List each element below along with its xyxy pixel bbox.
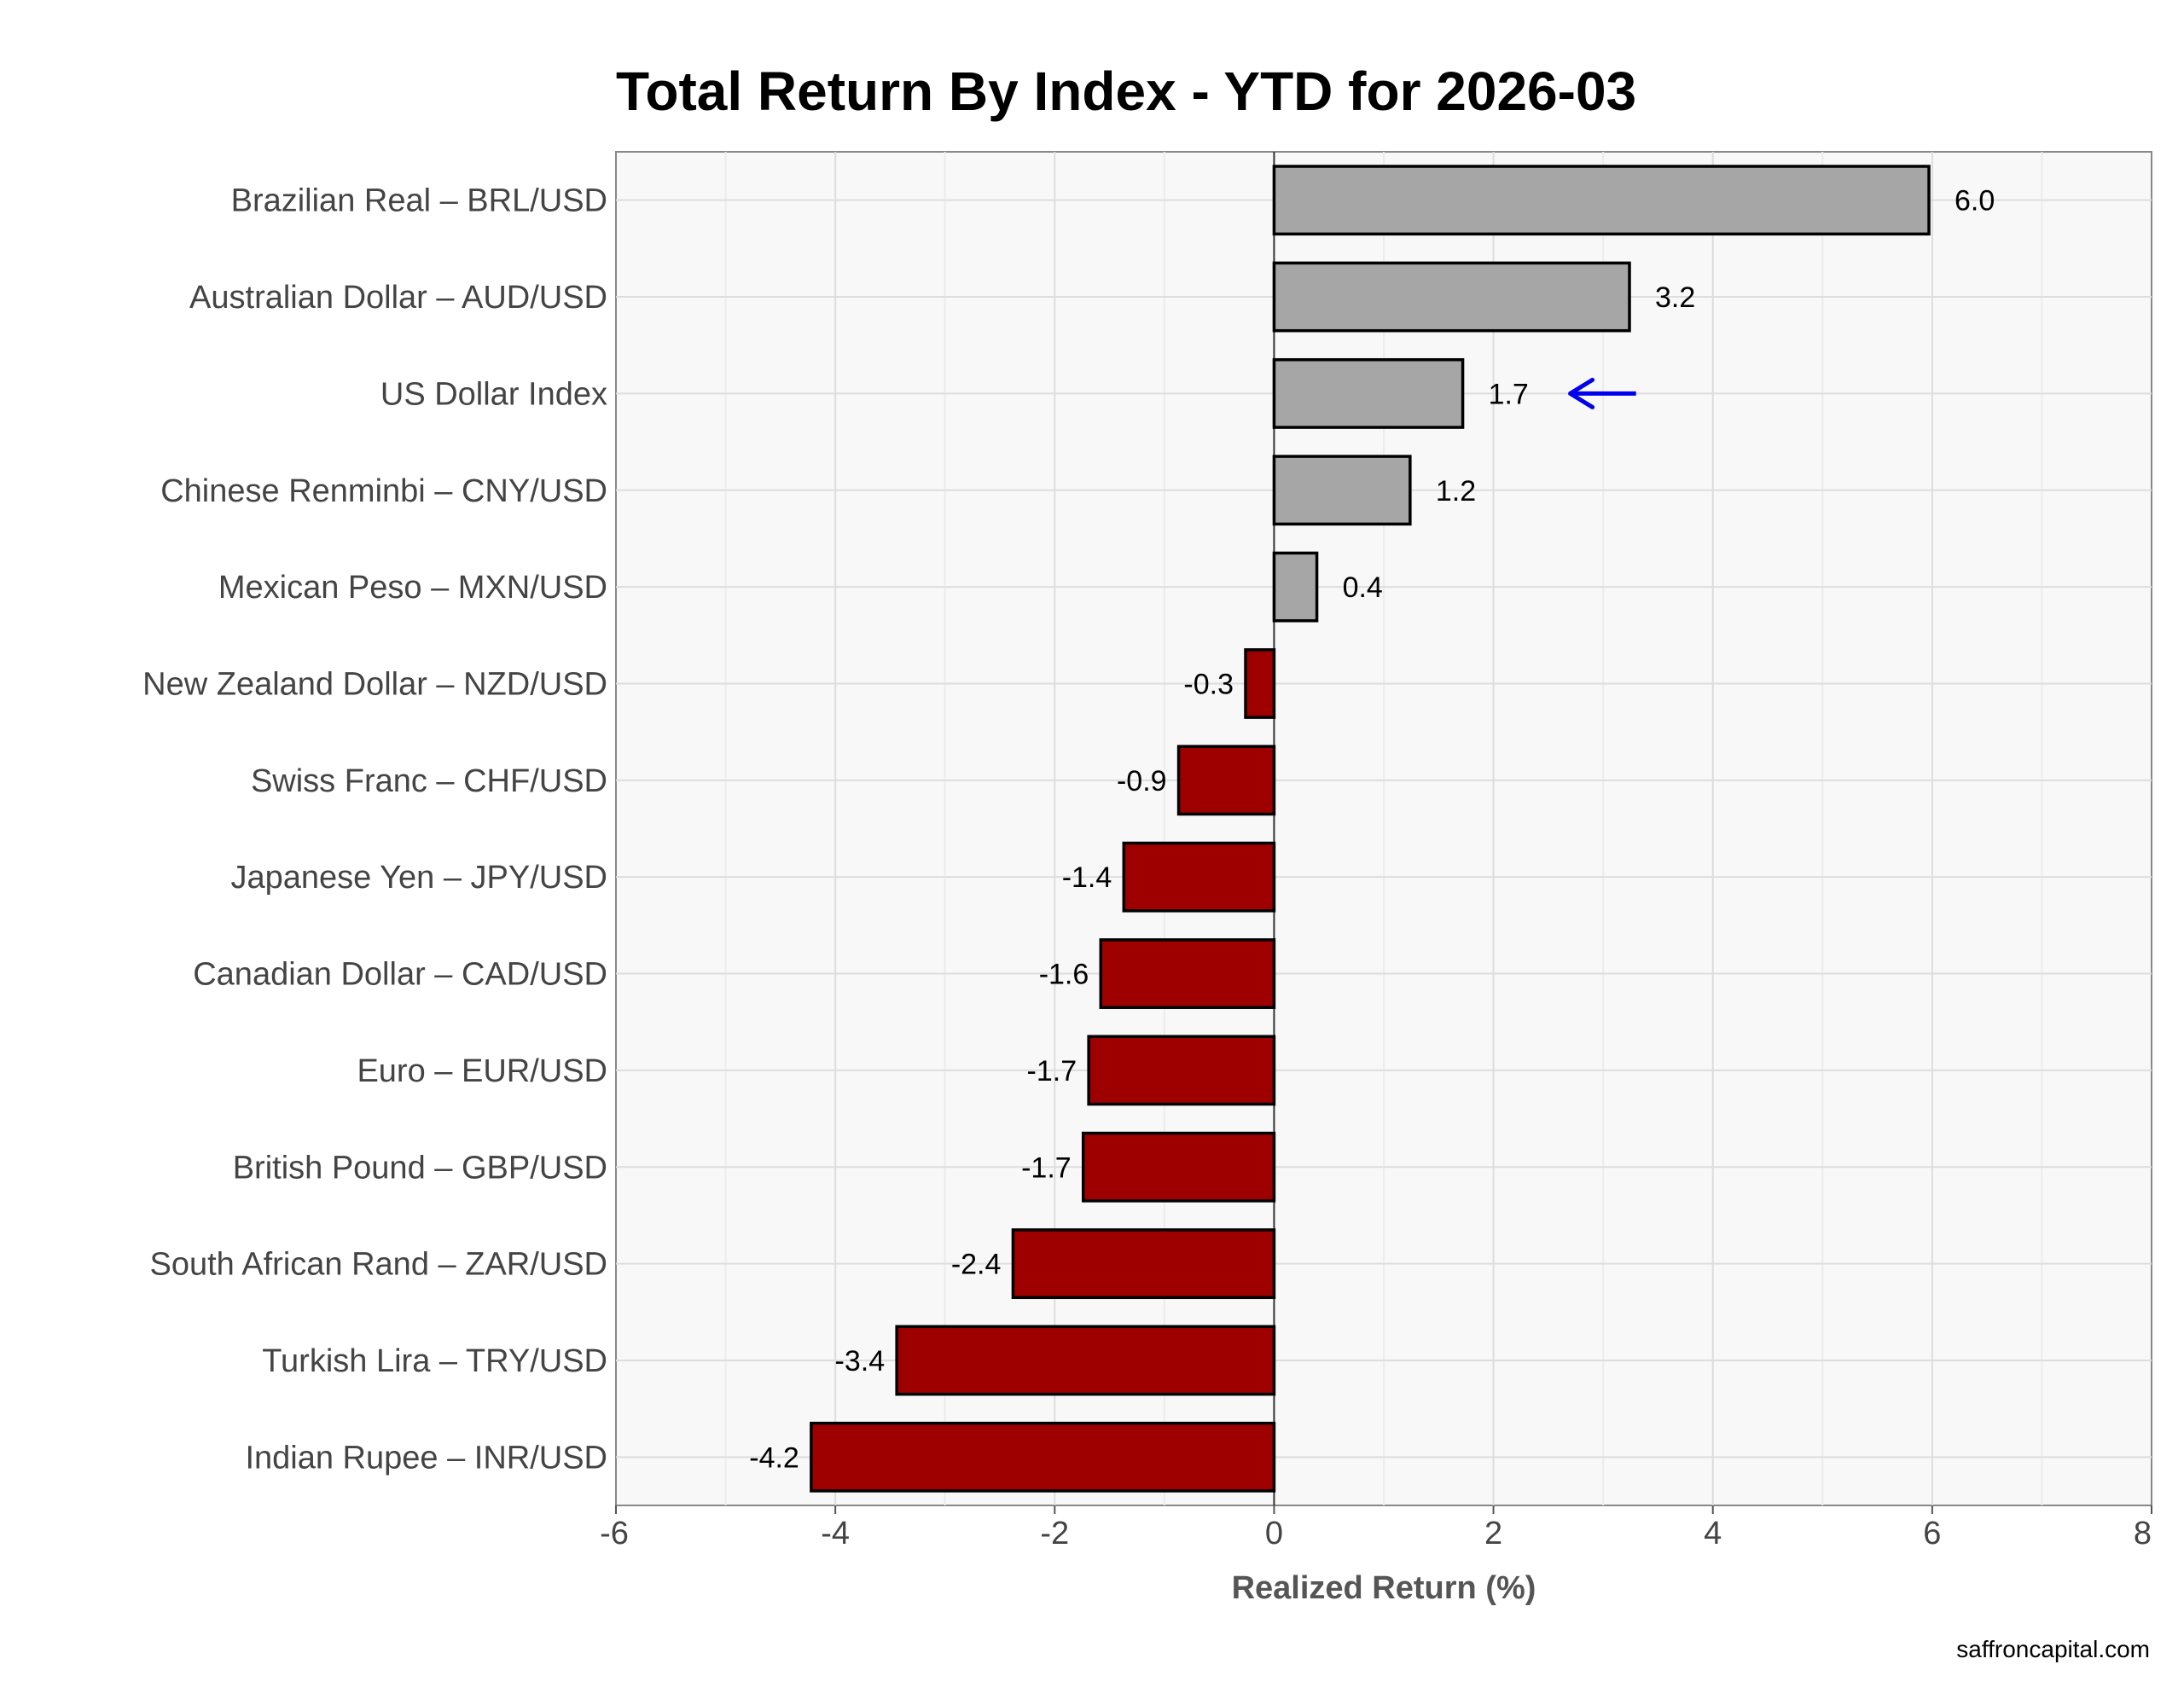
bar-value-label: 0.4 xyxy=(1343,571,1383,604)
bar xyxy=(1272,357,1465,429)
bar-value-label: -0.9 xyxy=(1117,765,1167,797)
bars xyxy=(810,165,1931,1493)
category-label: South African Rand – ZAR/USD xyxy=(150,1247,607,1283)
x-tick-label: -4 xyxy=(821,1516,850,1551)
value-labels: 6.0 3.2 1.7 1.2 0.4 -0.3 -0.9 -1.4 -1.6 -1.7 -1.7 -… xyxy=(749,185,1995,1475)
source-note: saffroncapital.com xyxy=(1956,1636,2150,1662)
category-label: New Zealand Dollar – NZD/USD xyxy=(142,666,607,702)
bar xyxy=(1272,261,1631,333)
annotation-arrow xyxy=(1568,377,1636,409)
bar-value-label: -1.7 xyxy=(1021,1151,1072,1184)
bar xyxy=(1272,165,1931,236)
category-label: Canadian Dollar – CAD/USD xyxy=(193,957,607,993)
category-label: US Dollar Index xyxy=(380,376,607,412)
bar-value-label: -2.4 xyxy=(951,1249,1002,1281)
x-axis-title: Realized Return (%) xyxy=(1232,1570,1536,1606)
bar-value-label: -1.4 xyxy=(1062,861,1112,894)
bar-value-label: -1.7 xyxy=(1027,1055,1077,1087)
x-tick-label: 4 xyxy=(1704,1516,1722,1551)
bar xyxy=(1176,745,1276,816)
bar xyxy=(895,1325,1276,1396)
bar xyxy=(1244,648,1276,719)
category-label: Mexican Peso – MXN/USD xyxy=(218,570,607,606)
bar-value-label: 3.2 xyxy=(1655,281,1695,314)
bar xyxy=(1272,551,1319,623)
x-tick-label: -6 xyxy=(600,1516,629,1551)
bar xyxy=(1122,841,1276,913)
bar-value-label: 6.0 xyxy=(1955,185,1995,217)
category-label: Swiss Franc – CHF/USD xyxy=(251,763,607,799)
arrow-head xyxy=(1568,377,1595,409)
category-labels: Brazilian Real – BRL/USD Australian Dolla… xyxy=(142,183,607,1476)
bar xyxy=(1087,1035,1276,1106)
category-label: British Pound – GBP/USD xyxy=(233,1150,607,1186)
x-tick-label: 2 xyxy=(1484,1516,1502,1551)
bar-value-label: -4.2 xyxy=(749,1441,799,1474)
category-label: Brazilian Real – BRL/USD xyxy=(231,183,607,219)
bar xyxy=(1081,1131,1276,1203)
x-tick-label: -2 xyxy=(1040,1516,1069,1551)
category-label: Chinese Renminbi – CNY/USD xyxy=(160,473,607,509)
bar-value-label: 1.2 xyxy=(1436,475,1476,507)
bar-value-label: 1.7 xyxy=(1489,378,1529,410)
category-label: Turkish Lira – TRY/USD xyxy=(262,1343,607,1379)
x-tick-label: 0 xyxy=(1265,1516,1283,1551)
bar xyxy=(1272,455,1412,526)
bar xyxy=(1099,938,1276,1009)
x-axis-ticks: -6 -4 -2 0 2 4 6 8 xyxy=(600,1505,2152,1551)
category-label: Japanese Yen – JPY/USD xyxy=(230,860,607,896)
chart-title: Total Return By Index - YTD for 2026-03 xyxy=(616,61,1637,122)
bar-value-label: -0.3 xyxy=(1183,668,1234,700)
bar xyxy=(1011,1228,1276,1300)
bar xyxy=(810,1421,1276,1493)
category-label: Euro – EUR/USD xyxy=(357,1053,607,1089)
bar-value-label: -3.4 xyxy=(835,1345,886,1377)
category-label: Australian Dollar – AUD/USD xyxy=(189,280,607,316)
category-label: Indian Rupee – INR/USD xyxy=(245,1440,607,1476)
x-tick-label: 6 xyxy=(1923,1516,1941,1551)
x-tick-label: 8 xyxy=(2134,1516,2152,1551)
bar-value-label: -1.6 xyxy=(1039,959,1089,991)
